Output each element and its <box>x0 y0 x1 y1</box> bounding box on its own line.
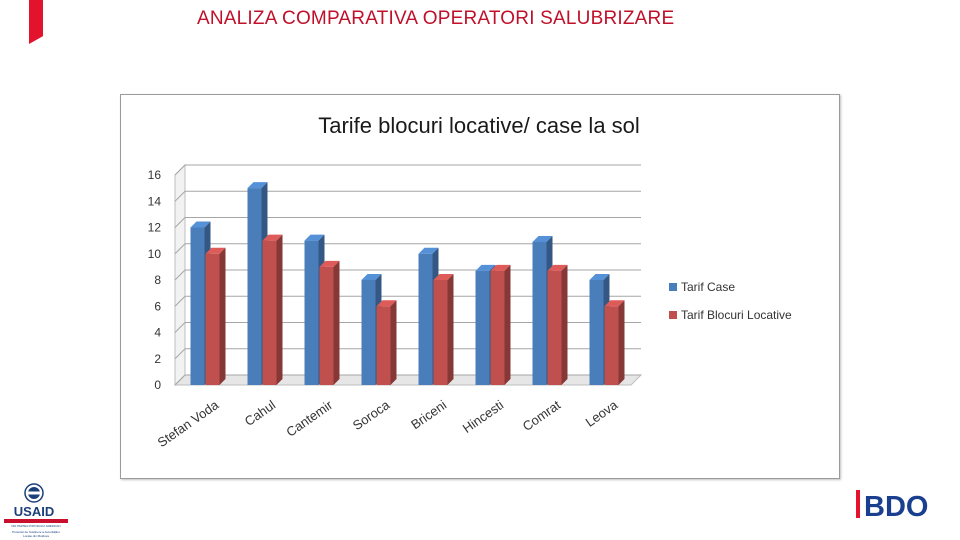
bar-side <box>447 274 454 385</box>
legend-label: Tarif Case <box>681 280 735 294</box>
gridline-depth <box>174 322 186 333</box>
gridline-depth <box>174 374 186 386</box>
bar-top <box>418 247 439 254</box>
usaid-project-line-1: Proiectul de Susținere a Autorităților <box>12 530 60 534</box>
x-tick-label: Hincesti <box>460 397 507 436</box>
bar <box>247 188 262 385</box>
page-title: ANALIZA COMPARATIVA OPERATORI SALUBRIZAR… <box>197 8 675 29</box>
bar-side <box>618 300 625 385</box>
gridline-depth <box>174 243 186 255</box>
legend-swatch <box>669 283 677 291</box>
usaid-tagline: DIN PARTEA POPORULUI AMERICAN <box>11 524 60 528</box>
y-tick-label: 12 <box>148 221 162 235</box>
bar <box>304 240 319 385</box>
gridline-depth <box>174 164 186 176</box>
bar <box>532 241 547 385</box>
gridline-depth <box>174 269 186 281</box>
y-tick-label: 16 <box>148 168 162 182</box>
bar <box>262 240 277 385</box>
grid-layer <box>173 163 643 387</box>
gridline-depth <box>174 190 186 202</box>
x-tick-label: Stefan Voda <box>155 397 222 450</box>
legend-label: Tarif Blocuri Locative <box>681 308 792 322</box>
bar-side <box>333 260 340 385</box>
bar-top <box>247 182 268 189</box>
bar-top <box>319 260 340 267</box>
bar-top <box>589 274 610 280</box>
y-tick-label: 4 <box>154 326 161 340</box>
bar-side <box>276 234 283 385</box>
x-tick-label: Comrat <box>520 397 564 434</box>
bar-top <box>604 300 625 307</box>
bar <box>475 270 490 385</box>
bar <box>433 280 448 385</box>
x-tick-label: Cahul <box>242 397 279 429</box>
bar-top <box>490 264 511 271</box>
y-tick-label: 0 <box>154 378 161 392</box>
bar-top <box>190 221 211 228</box>
bar <box>205 253 220 385</box>
floor <box>173 374 643 386</box>
bar-side <box>390 300 397 385</box>
x-tick-label: Leova <box>583 397 621 430</box>
y-tick-label: 10 <box>148 247 162 261</box>
usaid-project-line-2: Locale din Moldova <box>23 534 49 538</box>
chart-title: Tarife blocuri locative/ case la sol <box>318 113 640 138</box>
bar-top <box>532 235 553 242</box>
bar-top <box>304 234 325 241</box>
bar-side <box>561 264 568 385</box>
legend: Tarif Case Tarif Blocuri Locative <box>669 280 792 322</box>
usaid-logo: USAID DIN PARTEA POPORULUI AMERICAN Proi… <box>4 483 68 538</box>
gridline-depth <box>174 348 186 360</box>
y-tick-label: 2 <box>154 352 161 366</box>
bdo-wordmark: BDO <box>864 491 928 522</box>
x-tick-label: Briceni <box>408 397 449 432</box>
y-tick-label: 8 <box>154 273 161 287</box>
gridline-depth <box>174 217 186 228</box>
bdo-logo: BDO <box>856 490 928 522</box>
bar-top <box>205 247 226 254</box>
y-tick-label: 6 <box>154 299 161 313</box>
bar <box>376 306 391 385</box>
x-tick-label: Soroca <box>350 397 393 433</box>
bar <box>418 253 433 385</box>
bar-top <box>547 264 568 271</box>
bar-top <box>262 234 283 241</box>
bar <box>547 270 562 385</box>
bar-chart: Tarife blocuri locative/ case la sol 0 2 4… <box>148 113 792 450</box>
chart-container: Tarife blocuri locative/ case la sol 0 2 4… <box>120 94 840 479</box>
bar-top <box>361 274 382 280</box>
bar <box>361 280 376 385</box>
bar-top <box>433 274 454 280</box>
bar <box>319 266 334 385</box>
bar <box>490 270 505 385</box>
bar <box>589 280 604 385</box>
bar-top <box>376 300 397 307</box>
corner-accent-mark <box>29 0 43 44</box>
bar <box>190 227 205 385</box>
bar-top <box>475 264 496 271</box>
usaid-wordmark: USAID <box>14 504 54 519</box>
bar-side <box>504 264 511 385</box>
x-tick-label: Cantemir <box>283 397 335 440</box>
bars-layer <box>190 182 625 385</box>
gridline-depth <box>174 295 186 307</box>
y-tick-label: 14 <box>148 194 162 208</box>
legend-swatch <box>669 311 677 319</box>
bar-side <box>219 247 226 385</box>
bar <box>604 306 619 385</box>
